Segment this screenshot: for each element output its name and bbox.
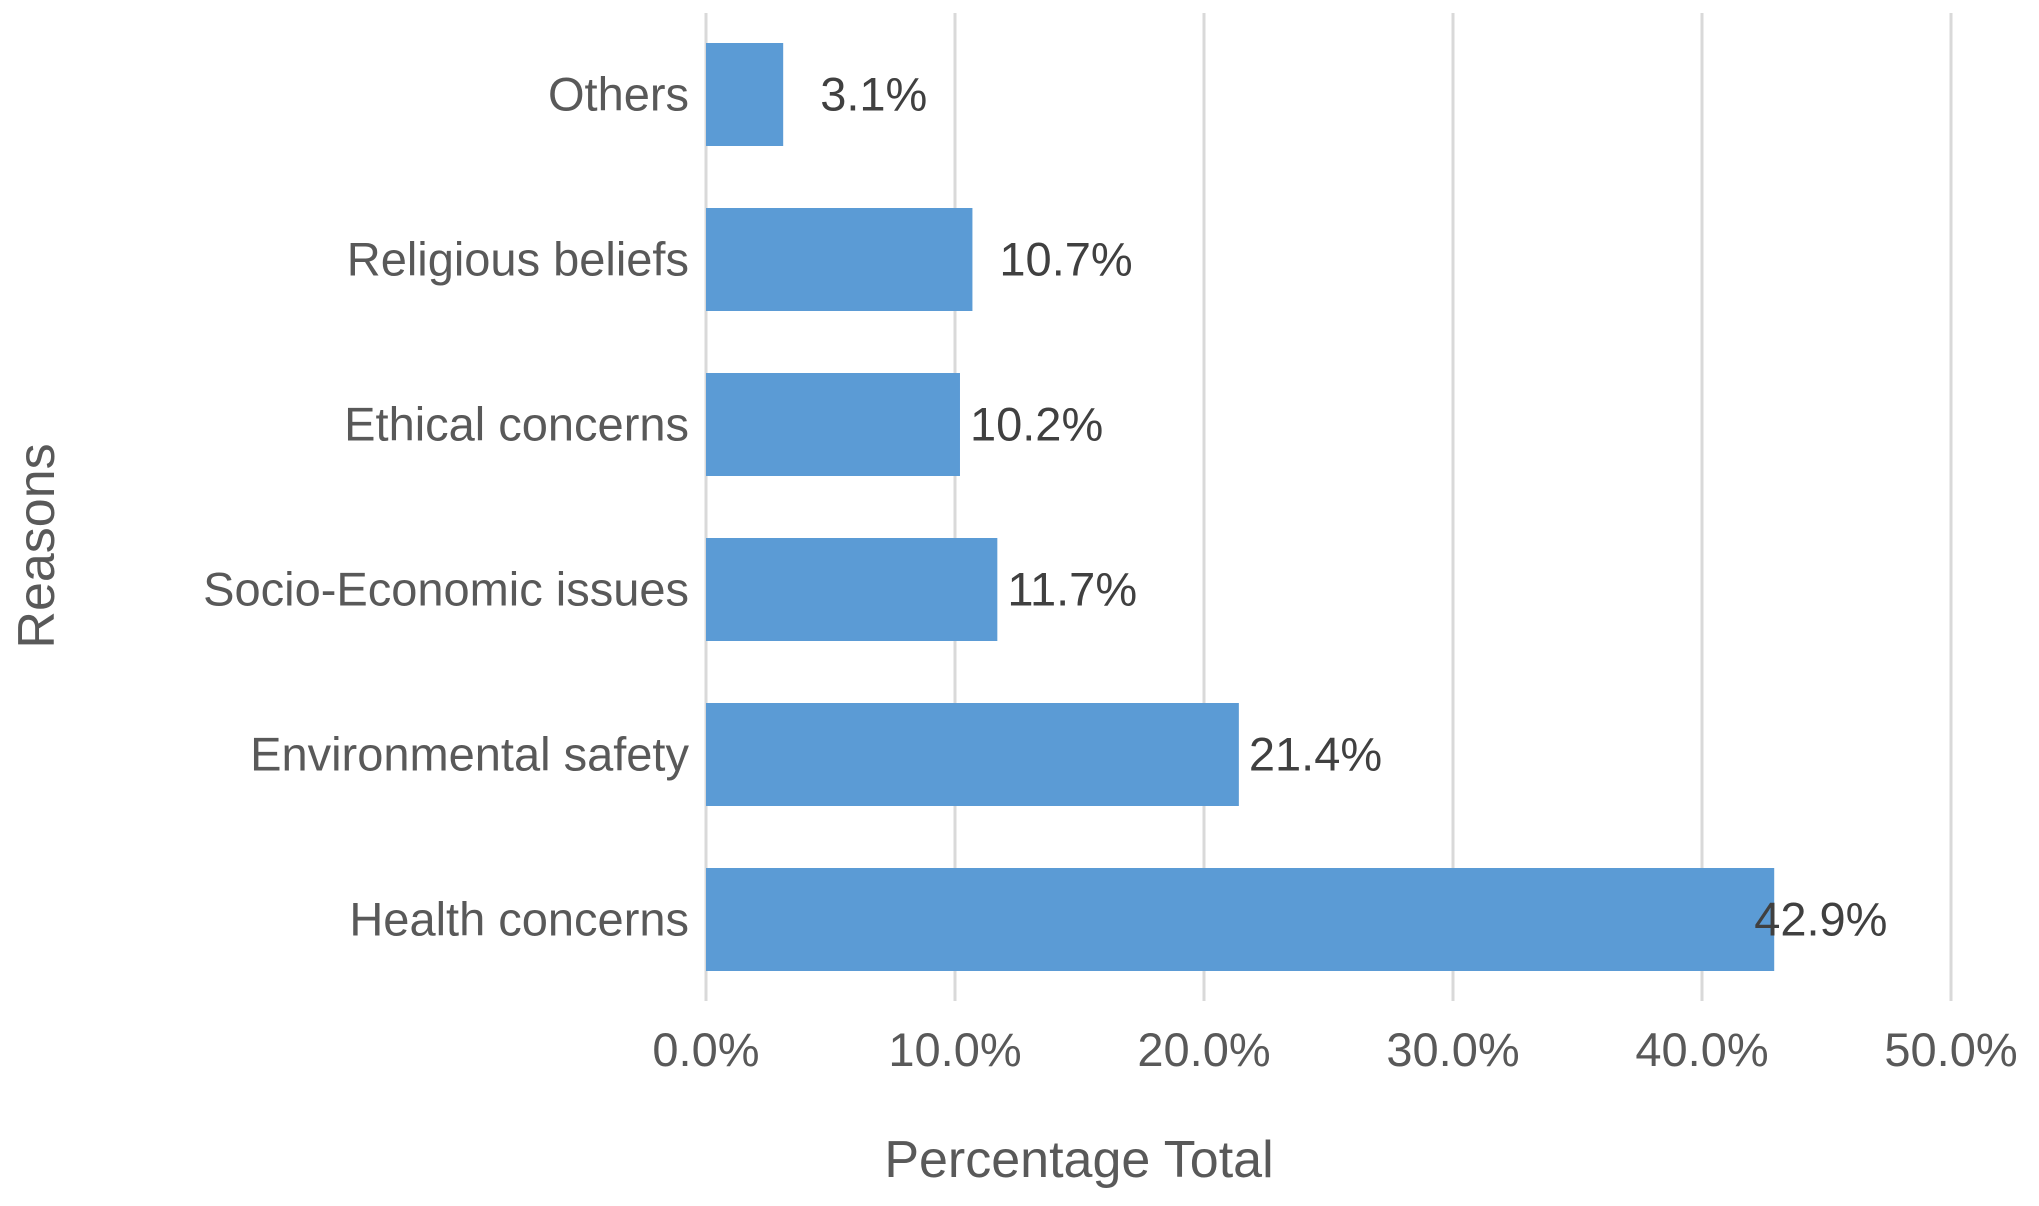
data-label: 11.7% — [1007, 563, 1137, 616]
category-label: Ethical concerns — [344, 398, 689, 451]
category-label: Religious beliefs — [347, 233, 689, 286]
category-label: Health concerns — [349, 893, 689, 946]
x-tick-labels: 0.0% 10.0% 20.0% 30.0% 40.0% 50.0% — [652, 1023, 2017, 1076]
bar — [706, 703, 1239, 806]
category-label: Socio-Economic issues — [203, 563, 689, 616]
x-tick-label: 20.0% — [1137, 1023, 1270, 1076]
x-tick-label: 10.0% — [888, 1023, 1021, 1076]
x-tick-label: 0.0% — [652, 1023, 759, 1076]
data-labels: 3.1% 10.7% 10.2% 11.7% 21.4% 42.9% — [820, 68, 1887, 946]
y-axis-title: Reasons — [8, 443, 66, 648]
x-tick-label: 50.0% — [1884, 1023, 2017, 1076]
data-label: 42.9% — [1754, 893, 1887, 946]
bar — [706, 538, 998, 641]
category-labels: Others Religious beliefs Ethical concerns S… — [203, 68, 689, 946]
x-tick-label: 30.0% — [1386, 1023, 1519, 1076]
bar — [706, 868, 1775, 971]
x-axis-title: Percentage Total — [884, 1131, 1273, 1189]
bar — [706, 43, 784, 146]
bar — [706, 208, 973, 311]
data-label: 10.7% — [999, 233, 1132, 286]
bar — [706, 373, 960, 476]
category-label: Others — [548, 68, 689, 121]
x-tick-label: 40.0% — [1635, 1023, 1768, 1076]
gridlines — [704, 13, 1953, 1001]
category-label: Environmental safety — [250, 728, 689, 781]
bars — [706, 43, 1775, 971]
data-label: 10.2% — [970, 398, 1103, 451]
data-label: 21.4% — [1249, 728, 1382, 781]
data-label: 3.1% — [820, 68, 927, 121]
